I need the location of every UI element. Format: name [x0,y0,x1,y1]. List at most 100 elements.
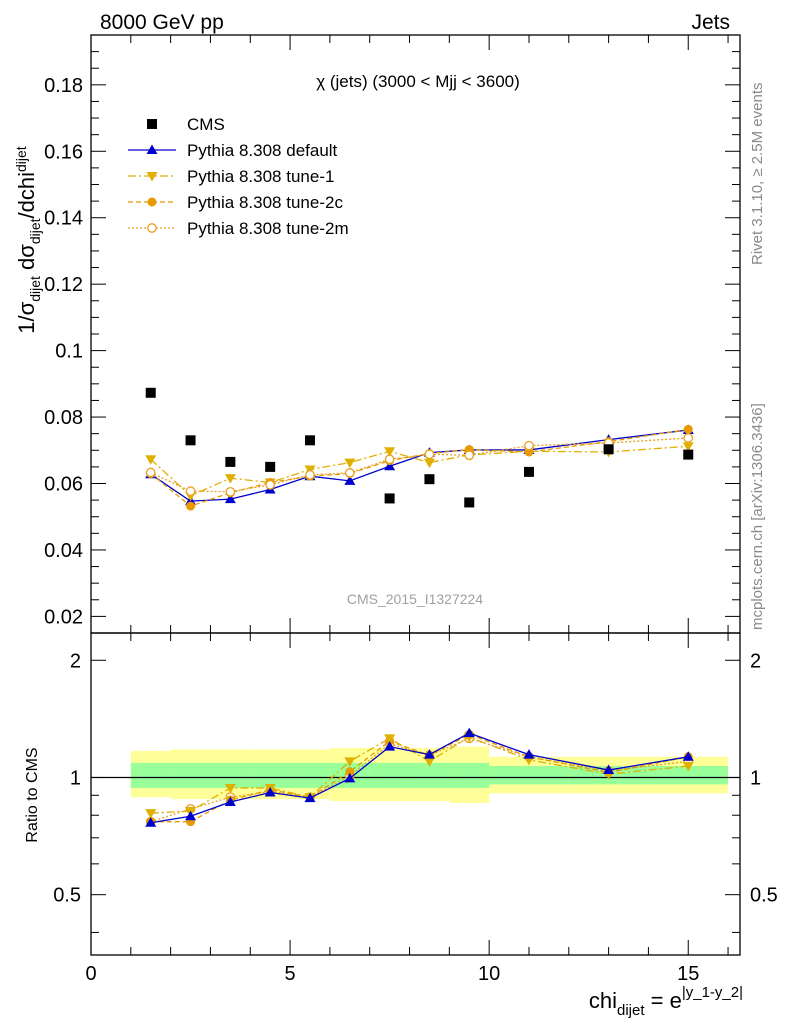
legend-label: Pythia 8.308 tune-1 [187,167,334,186]
main-default-point [224,493,236,504]
main-tune2m-point [683,433,694,443]
ratio-tune1-line [150,736,689,814]
ratio-default-point [423,749,435,759]
ratio-tune1-point [224,783,236,794]
main-tune1-point [423,458,435,469]
main-tune2c-point [186,501,196,511]
x-axis: 0 5 10 15 [85,633,729,985]
stat-uncertainty-band [170,762,211,788]
ratio-y-tick-label-right: 0.5 [750,885,778,907]
watermark: CMS_2015_I1327224 [347,591,483,607]
main-y-tick-label: 0.18 [44,75,83,97]
main-default-line [150,429,689,502]
main-tune2m-point [524,440,534,451]
main-tune1-point [145,455,157,465]
main-tune2m-point [305,470,315,480]
main-tune2m-point [424,449,435,460]
ratio-tune1-point [423,757,435,767]
main-data-point [225,456,236,467]
legend-marker [147,223,157,233]
stat-uncertainty-band [648,766,729,785]
main-y-tick-label: 0.06 [44,474,83,496]
ratio-tune1-point [344,757,356,767]
main-tune2m-point [185,486,196,496]
main-tune1-point [224,474,236,484]
main-data-point [384,493,395,504]
main-tune2m-point [344,468,355,478]
stat-uncertainty-band [290,762,330,788]
ratio-y-tick-label-left: 1 [70,767,81,789]
main-data-point [464,497,475,508]
ratio-default-line [150,732,689,824]
main-tune2m-point [384,454,395,465]
main-data-point [683,449,694,460]
ratio-default-point [304,792,316,803]
main-tune2m-point [145,467,156,478]
main-tune1-point [384,447,396,457]
main-tune2m-line [150,437,689,493]
stat-uncertainty-band [449,762,490,788]
ratio-y-axis-label: Ratio to CMS [24,747,41,842]
legend-marker [146,172,158,182]
ratio-tune1-point [145,809,157,819]
main-y-axis: 0.02 0.04 0.06 0.08 0.1 0.12 0.14 0.16 0.18 [44,35,740,633]
main-panel: 0.02 0.04 0.06 0.08 0.1 0.12 0.14 0.16 0.18 CMS_… [13,34,741,634]
ratio-frame [90,632,741,956]
stat-uncertainty-band [489,766,569,785]
main-data-point [304,435,315,446]
main-data-point [265,461,276,472]
x-tick-label: 10 [478,963,500,985]
stat-uncertainty-band [250,762,291,788]
rivet-label: Rivet 3.1.10, ≥ 2.5M events [749,83,766,266]
main-data-point [145,387,156,398]
main-y-tick-label: 0.16 [44,141,83,163]
main-plot-area [145,387,694,511]
ratio-default-point [682,751,694,761]
ratio-default-point [523,749,535,759]
legend: CMS Pythia 8.308 default Pythia 8.308 tune… [128,115,349,238]
header-right: Jets [691,11,730,34]
legend-marker [146,144,158,154]
legend-label: Pythia 8.308 tune-2m [187,219,349,238]
main-default-point [344,475,356,485]
x-tick-label: 5 [285,963,296,985]
main-y-axis-label: 1/σdijet dσdijet/dchidijet [13,146,43,334]
ratio-tune1-point [682,762,694,772]
ratio-y-axis: 0.5 0.5 1 1 2 2 [53,650,778,933]
header-left: 8000 GeV pp [100,11,224,34]
main-data-point [185,435,196,446]
x-tick-label: 0 [85,963,96,985]
main-default-point [384,460,396,471]
legend-label: CMS [187,115,225,134]
ratio-y-tick-label-left: 2 [70,650,81,672]
ratio-default-point [344,772,356,783]
ratio-tune2c-point [345,767,355,777]
ratio-y-tick-label-right: 1 [750,767,761,789]
ratio-panel: 0.5 0.5 1 1 2 2 0 5 10 15 Ratio to CMS chidijet … [24,632,778,1019]
legend-label: Pythia 8.308 default [187,141,338,160]
ratio-default-point [384,741,396,751]
main-tune2m-point [225,486,236,497]
main-tune2c-point [683,424,693,434]
main-y-tick-label: 0.12 [44,274,83,296]
main-title: χ (jets) (3000 < Mjj < 3600) [316,72,520,91]
legend-marker [147,119,157,129]
main-y-tick-label: 0.1 [55,341,83,363]
ratio-default-point [185,810,197,821]
mcplots-label: mcplots.cern.ch [arXiv:1306.3436] [749,403,766,630]
main-tune1-point [344,458,356,469]
main-data-point [603,444,614,455]
ratio-default-point [264,786,276,797]
legend-marker [147,197,157,207]
ratio-tune2c-line [150,733,689,823]
main-y-tick-label: 0.08 [44,407,83,429]
main-tune1-line [150,445,689,497]
ratio-plot-area [91,727,740,827]
stat-uncertainty-band [409,762,450,788]
stat-uncertainty-band [130,762,171,788]
main-tune1-point [682,442,694,452]
x-axis-label: chidijet = e|y_1-y_2| [589,984,743,1019]
main-tune2m-point [464,450,475,461]
ratio-default-point [145,817,157,827]
